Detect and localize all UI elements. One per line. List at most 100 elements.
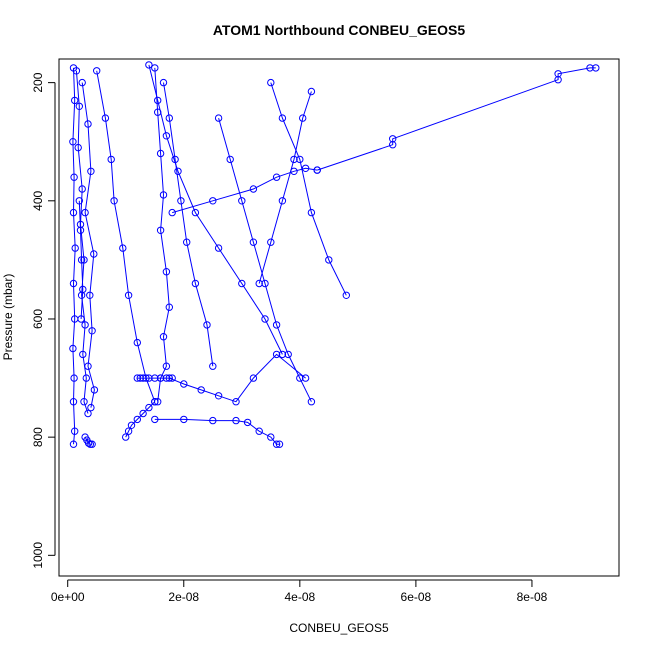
data-point xyxy=(70,173,78,181)
x-tick-label: 6e-08 xyxy=(401,590,432,604)
x-axis: 0e+00 2e-08 4e-08 6e-08 8e-08 xyxy=(51,579,548,604)
data-point xyxy=(159,191,168,199)
series-13 xyxy=(313,64,600,174)
data-point xyxy=(79,350,87,359)
data-point xyxy=(183,238,191,246)
data-point xyxy=(81,208,89,217)
series-line xyxy=(78,200,84,320)
data-point xyxy=(77,315,85,323)
data-point xyxy=(272,321,281,329)
data-point xyxy=(162,362,171,370)
data-point xyxy=(592,64,600,72)
series-12 xyxy=(168,164,321,217)
y-axis: 200 400 600 800 1000 xyxy=(31,72,56,569)
data-point xyxy=(82,374,91,382)
data-point xyxy=(78,185,86,193)
data-point xyxy=(272,350,281,359)
data-point xyxy=(119,244,127,252)
data-point xyxy=(267,433,275,441)
data-point xyxy=(290,155,298,164)
data-point xyxy=(80,256,88,264)
data-point xyxy=(174,167,182,176)
data-point xyxy=(75,197,84,205)
data-point xyxy=(214,114,223,122)
data-point xyxy=(101,114,110,122)
series-line xyxy=(172,167,318,214)
series-line xyxy=(148,64,283,355)
data-point xyxy=(290,167,298,176)
data-point xyxy=(127,421,136,429)
x-tick-label: 8e-08 xyxy=(517,590,548,604)
data-point xyxy=(284,350,292,359)
data-point xyxy=(586,64,594,72)
x-tick-label: 2e-08 xyxy=(168,590,199,604)
plot-area-frame xyxy=(58,58,620,577)
data-point xyxy=(93,67,101,75)
data-point xyxy=(133,374,142,382)
data-point xyxy=(342,291,350,299)
data-point xyxy=(165,114,174,122)
data-point xyxy=(156,149,165,158)
data-point xyxy=(136,374,144,382)
data-point xyxy=(84,362,92,370)
data-point xyxy=(88,440,96,448)
data-point xyxy=(139,409,147,418)
series-8 xyxy=(122,398,159,441)
x-tick-label: 4e-08 xyxy=(284,590,315,604)
data-point xyxy=(301,374,310,382)
data-point xyxy=(78,78,86,87)
data-point xyxy=(71,96,79,105)
series-line xyxy=(154,418,280,445)
series-line xyxy=(317,67,596,171)
data-point xyxy=(275,440,284,448)
x-axis-label: CONBEU_GEOS5 xyxy=(289,621,389,635)
data-point xyxy=(110,197,118,205)
data-point xyxy=(133,338,142,347)
series-line xyxy=(75,70,89,414)
data-point xyxy=(151,374,159,382)
data-point xyxy=(156,226,165,235)
data-point xyxy=(197,386,205,394)
data-point xyxy=(69,279,78,288)
series-layer xyxy=(69,61,600,448)
data-point xyxy=(70,374,78,382)
data-point xyxy=(296,155,304,164)
data-point xyxy=(296,374,304,382)
data-point xyxy=(124,427,133,435)
data-point xyxy=(88,327,96,335)
data-point xyxy=(226,155,234,164)
data-point xyxy=(389,135,397,143)
data-point xyxy=(177,197,185,205)
data-point xyxy=(238,197,246,205)
data-point xyxy=(81,321,89,329)
series-18 xyxy=(145,61,287,359)
data-point xyxy=(151,64,159,72)
series-line xyxy=(163,82,214,367)
data-point xyxy=(261,279,269,288)
data-point xyxy=(267,78,275,87)
y-tick-label: 200 xyxy=(31,72,45,92)
data-point xyxy=(272,173,281,181)
data-point xyxy=(168,374,176,382)
data-point xyxy=(272,440,281,448)
data-point xyxy=(79,285,87,294)
data-point xyxy=(307,398,316,406)
data-point xyxy=(84,409,92,418)
data-point xyxy=(307,208,316,217)
data-point xyxy=(203,321,211,329)
data-point xyxy=(165,303,174,311)
series-17 xyxy=(81,433,96,448)
data-point xyxy=(69,208,78,217)
data-point xyxy=(133,415,142,424)
data-point xyxy=(180,415,188,424)
data-point xyxy=(255,427,263,435)
series-line xyxy=(125,401,156,438)
data-point xyxy=(278,197,287,205)
data-point xyxy=(554,70,562,78)
data-point xyxy=(76,226,85,235)
data-point xyxy=(307,87,316,96)
series-16 xyxy=(75,197,87,323)
y-tick-label: 400 xyxy=(31,190,45,210)
data-point xyxy=(214,244,223,252)
data-point xyxy=(168,208,176,217)
